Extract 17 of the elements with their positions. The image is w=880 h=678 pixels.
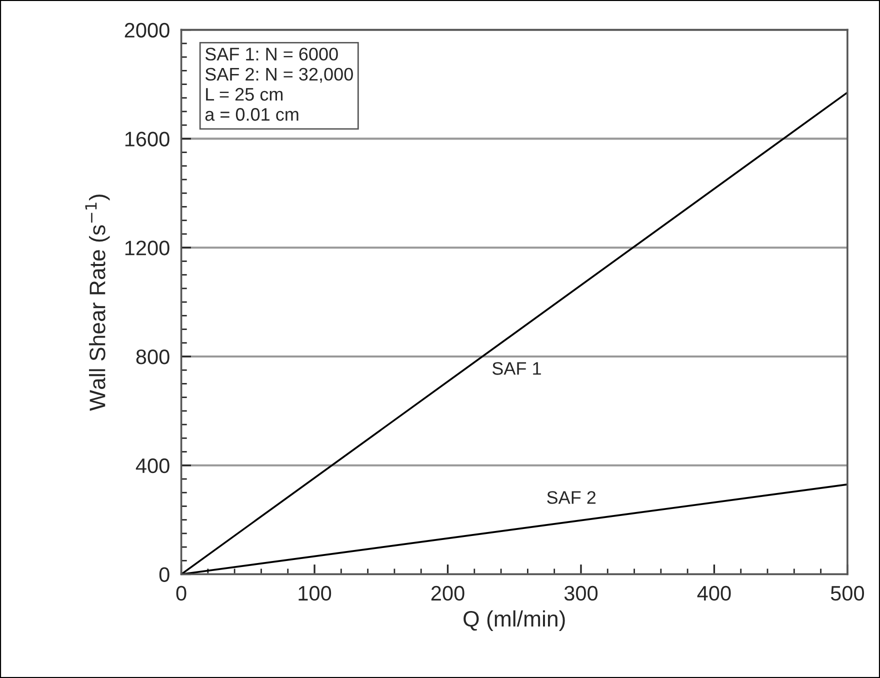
x-tick-label: 300: [564, 586, 598, 601]
x-tick-label: 500: [830, 586, 864, 601]
y-tick-label: 1600: [125, 132, 170, 146]
series-label: SAF 1: [492, 362, 541, 375]
y-tick-label: 400: [136, 458, 170, 474]
y-tick-label: 1200: [125, 240, 170, 256]
annotation: SAF 1: N = 6000 SAF 2: N = 32,000 L = 25 cm a = 0.01 cm: [205, 48, 353, 121]
x-axis-title: Q (ml/min): [464, 610, 565, 632]
y-tick-label: 0: [159, 567, 170, 582]
y-tick-label: 2000: [124, 22, 170, 38]
y-axis-title: Wall Shear Rate (s$^{−1}$): [85, 194, 110, 411]
x-tick-label: 0: [176, 586, 186, 601]
x-tick-label: 400: [697, 586, 731, 601]
x-tick-label: 100: [298, 586, 332, 601]
x-tick-label: 200: [431, 586, 464, 601]
y-tick-label: 800: [136, 349, 170, 364]
series-label: SAF 2: [547, 491, 596, 504]
